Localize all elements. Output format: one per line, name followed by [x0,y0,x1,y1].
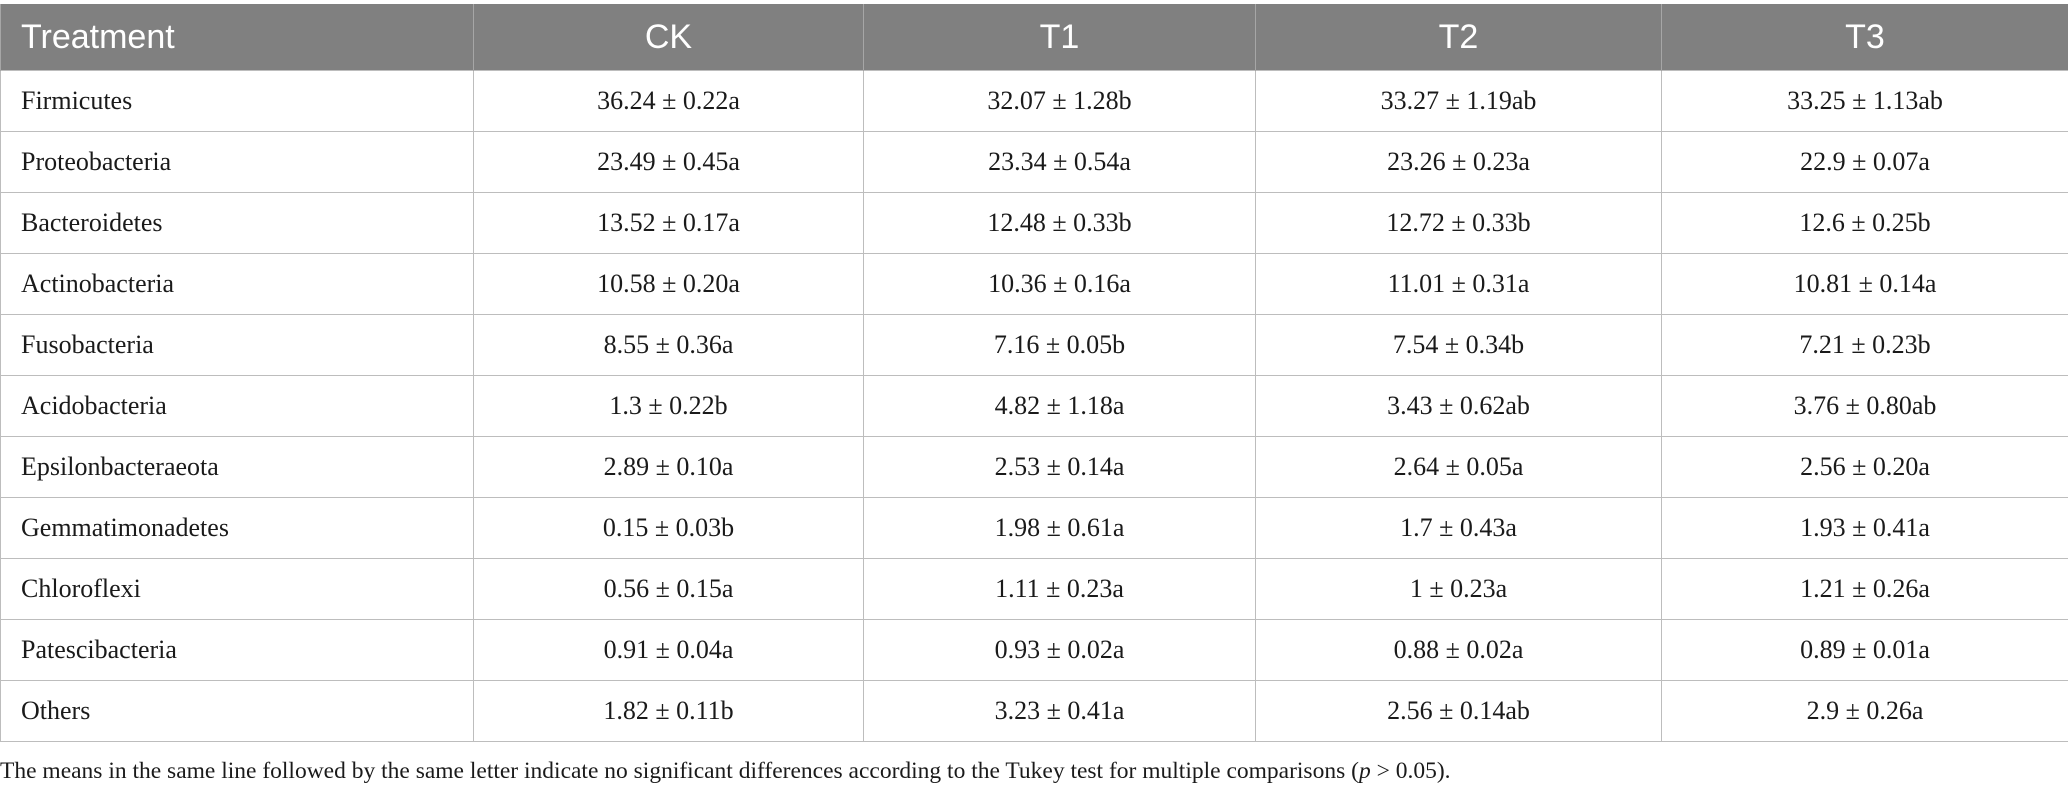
column-header-ck: CK [473,4,864,71]
table-row: Proteobacteria 23.49 ± 0.45a 23.34 ± 0.54a… [0,131,2068,193]
footnote-text-end: > 0.05). [1370,758,1451,784]
table-cell: 10.36 ± 0.16a [863,253,1256,315]
table-cell: 23.49 ± 0.45a [473,131,864,193]
table-cell: 3.23 ± 0.41a [863,680,1256,742]
table-cell: 1.11 ± 0.23a [863,558,1256,620]
table-cell: 1.7 ± 0.43a [1255,497,1662,559]
row-label-cell: Chloroflexi [0,558,474,620]
table-cell: 1.98 ± 0.61a [863,497,1256,559]
table-cell: 7.21 ± 0.23b [1661,314,2068,376]
row-label-cell: Bacteroidetes [0,192,474,254]
table-cell: 7.16 ± 0.05b [863,314,1256,376]
table-cell: 23.34 ± 0.54a [863,131,1256,193]
table-cell: 0.15 ± 0.03b [473,497,864,559]
table-cell: 10.81 ± 0.14a [1661,253,2068,315]
table-header-row: Treatment CK T1 T2 T3 [0,4,2068,71]
column-header-t1: T1 [863,4,1256,71]
table-cell: 0.93 ± 0.02a [863,619,1256,681]
row-label-cell: Acidobacteria [0,375,474,437]
table-cell: 33.25 ± 1.13ab [1661,70,2068,132]
row-label-cell: Patescibacteria [0,619,474,681]
table-cell: 23.26 ± 0.23a [1255,131,1662,193]
table-cell: 1.3 ± 0.22b [473,375,864,437]
row-label-cell: Actinobacteria [0,253,474,315]
table-cell: 2.89 ± 0.10a [473,436,864,498]
table-cell: 3.43 ± 0.62ab [1255,375,1662,437]
table-cell: 12.72 ± 0.33b [1255,192,1662,254]
row-label-cell: Others [0,680,474,742]
table-row: Bacteroidetes 13.52 ± 0.17a 12.48 ± 0.33b 1… [0,192,2068,254]
table-cell: 2.64 ± 0.05a [1255,436,1662,498]
table-cell: 11.01 ± 0.31a [1255,253,1662,315]
table-row: Chloroflexi 0.56 ± 0.15a 1.11 ± 0.23a 1 ± 0… [0,558,2068,620]
table-row: Epsilonbacteraeota 2.89 ± 0.10a 2.53 ± 0.1… [0,436,2068,498]
table-row: Acidobacteria 1.3 ± 0.22b 4.82 ± 1.18a 3.43… [0,375,2068,437]
table-cell: 10.58 ± 0.20a [473,253,864,315]
table-cell: 0.91 ± 0.04a [473,619,864,681]
table-cell: 32.07 ± 1.28b [863,70,1256,132]
table-cell: 4.82 ± 1.18a [863,375,1256,437]
table-cell: 0.56 ± 0.15a [473,558,864,620]
table-cell: 1.82 ± 0.11b [473,680,864,742]
table-cell: 1 ± 0.23a [1255,558,1662,620]
table-cell: 12.48 ± 0.33b [863,192,1256,254]
table-row: Others 1.82 ± 0.11b 3.23 ± 0.41a 2.56 ± 0.1… [0,680,2068,742]
table-cell: 2.53 ± 0.14a [863,436,1256,498]
table-cell: 22.9 ± 0.07a [1661,131,2068,193]
column-header-t2: T2 [1255,4,1662,71]
data-table-container: Treatment CK T1 T2 T3 Firmicutes 36.24 ± … [0,4,2068,742]
table-cell: 0.89 ± 0.01a [1661,619,2068,681]
table-cell: 3.76 ± 0.80ab [1661,375,2068,437]
table-cell: 1.93 ± 0.41a [1661,497,2068,559]
footnote-text: The means in the same line followed by t… [0,758,1359,784]
table-cell: 12.6 ± 0.25b [1661,192,2068,254]
table-cell: 13.52 ± 0.17a [473,192,864,254]
table-row: Actinobacteria 10.58 ± 0.20a 10.36 ± 0.16a… [0,253,2068,315]
table-cell: 33.27 ± 1.19ab [1255,70,1662,132]
table-cell: 2.56 ± 0.14ab [1255,680,1662,742]
table-cell: 0.88 ± 0.02a [1255,619,1662,681]
table-cell: 2.56 ± 0.20a [1661,436,2068,498]
data-table: Treatment CK T1 T2 T3 Firmicutes 36.24 ± … [0,4,2068,742]
table-row: Fusobacteria 8.55 ± 0.36a 7.16 ± 0.05b 7.54… [0,314,2068,376]
table-row: Firmicutes 36.24 ± 0.22a 32.07 ± 1.28b 33.2… [0,70,2068,132]
row-label-cell: Proteobacteria [0,131,474,193]
column-header-t3: T3 [1661,4,2068,71]
row-label-cell: Gemmatimonadetes [0,497,474,559]
table-cell: 7.54 ± 0.34b [1255,314,1662,376]
table-cell: 8.55 ± 0.36a [473,314,864,376]
table-row: Gemmatimonadetes 0.15 ± 0.03b 1.98 ± 0.61a… [0,497,2068,559]
table-footnote: The means in the same line followed by t… [0,758,1451,785]
footnote-p-symbol: p [1358,758,1371,784]
table-cell: 36.24 ± 0.22a [473,70,864,132]
table-cell: 1.21 ± 0.26a [1661,558,2068,620]
row-label-cell: Firmicutes [0,70,474,132]
row-label-cell: Epsilonbacteraeota [0,436,474,498]
table-cell: 2.9 ± 0.26a [1661,680,2068,742]
column-header-treatment: Treatment [0,4,474,71]
table-body: Firmicutes 36.24 ± 0.22a 32.07 ± 1.28b 33.2… [0,70,2068,742]
table-row: Patescibacteria 0.91 ± 0.04a 0.93 ± 0.02a 0… [0,619,2068,681]
row-label-cell: Fusobacteria [0,314,474,376]
